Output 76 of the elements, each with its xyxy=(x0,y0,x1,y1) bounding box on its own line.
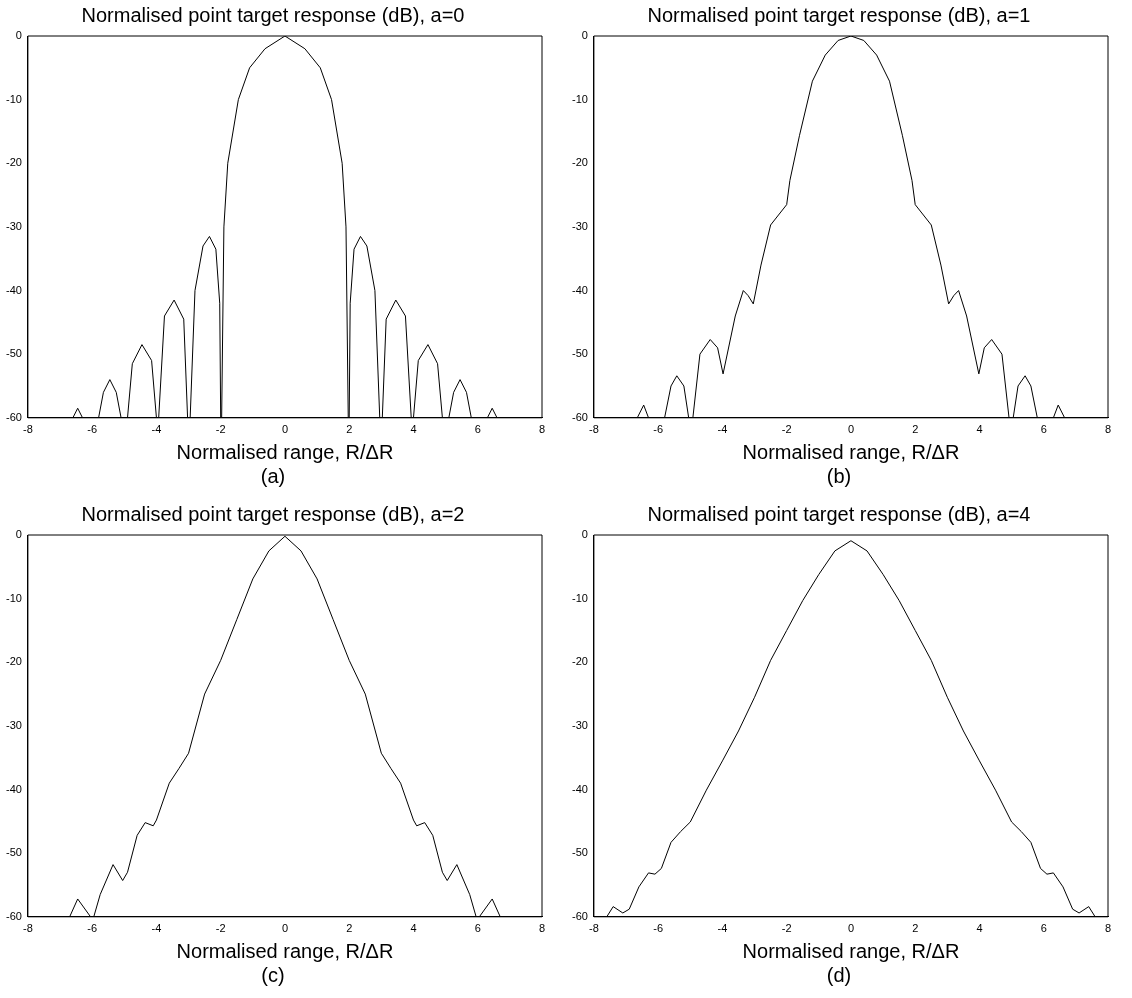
y-tick-label: -50 xyxy=(571,347,588,360)
y-tick-label: -10 xyxy=(5,591,22,604)
y-tick-label: 0 xyxy=(15,29,22,42)
x-tick-label: -8 xyxy=(589,922,599,935)
y-tick-label: -20 xyxy=(571,156,588,169)
text: (d) xyxy=(826,963,852,986)
x-tick-label: 8 xyxy=(1104,922,1112,935)
x-tick-label: -4 xyxy=(717,922,728,935)
x-tick-label: 8 xyxy=(538,922,546,935)
y-tick-label: -50 xyxy=(5,347,22,360)
y-tick-label: -30 xyxy=(5,718,22,731)
y-tick-label: -60 xyxy=(5,410,22,423)
x-axis-title: Normalised range, R/ΔR xyxy=(176,939,394,962)
y-tick-label: -40 xyxy=(5,283,22,296)
x-tick-label: -4 xyxy=(151,922,162,935)
y-tick-label: -30 xyxy=(5,219,22,232)
y-tick-label: -40 xyxy=(571,782,588,795)
x-tick-label: -6 xyxy=(653,423,664,436)
y-tick-label: -50 xyxy=(571,846,588,859)
x-tick-label: -6 xyxy=(87,922,98,935)
x-tick-label: 6 xyxy=(474,423,481,436)
x-axis-title: Normalised range, R/ΔR xyxy=(176,440,394,463)
y-tick-label: -60 xyxy=(571,909,588,922)
y-tick-label: -30 xyxy=(571,219,588,232)
x-tick-label: 6 xyxy=(474,922,481,935)
y-tick-label: -10 xyxy=(571,92,588,105)
x-tick-label: 6 xyxy=(1040,922,1047,935)
x-tick-label: -2 xyxy=(215,922,226,935)
x-tick-label: 4 xyxy=(976,922,983,935)
x-tick-label: -8 xyxy=(23,423,33,436)
x-tick-label: 2 xyxy=(912,423,919,436)
x-tick-label: 0 xyxy=(847,922,855,935)
x-tick-label: 4 xyxy=(976,423,983,436)
x-tick-label: -6 xyxy=(87,423,98,436)
x-tick-label: -2 xyxy=(781,922,792,935)
x-tick-label: 4 xyxy=(410,423,417,436)
y-tick-label: -20 xyxy=(5,655,22,668)
x-tick-label: 6 xyxy=(1040,423,1047,436)
x-tick-label: -2 xyxy=(781,423,792,436)
x-tick-label: 0 xyxy=(281,922,289,935)
y-tick-label: -20 xyxy=(5,156,22,169)
y-tick-label: 0 xyxy=(581,528,588,541)
chart-title: Normalised point target response (dB), a=2 xyxy=(81,502,465,525)
x-tick-label: -4 xyxy=(717,423,728,436)
y-tick-label: -60 xyxy=(571,410,588,423)
x-axis-title: Normalised range, R/ΔR xyxy=(742,440,960,463)
chart-title: Normalised point target response (dB), a=0 xyxy=(81,3,465,26)
y-tick-label: -50 xyxy=(5,846,22,859)
x-tick-label: -6 xyxy=(653,922,664,935)
x-tick-label: 2 xyxy=(912,922,919,935)
y-tick-label: -60 xyxy=(5,909,22,922)
y-tick-label: 0 xyxy=(581,29,588,42)
text: (c) xyxy=(261,963,285,986)
chart-title: Normalised point target response (dB), a=1 xyxy=(647,3,1031,26)
x-tick-label: -8 xyxy=(589,423,599,436)
x-tick-label: 2 xyxy=(346,922,353,935)
x-tick-label: 2 xyxy=(346,423,353,436)
x-tick-label: 0 xyxy=(847,423,855,436)
y-tick-label: -30 xyxy=(571,718,588,731)
x-tick-label: -4 xyxy=(151,423,162,436)
y-tick-label: -10 xyxy=(5,92,22,105)
y-tick-label: -40 xyxy=(571,283,588,296)
x-axis-title: Normalised range, R/ΔR xyxy=(742,939,960,962)
y-tick-label: -20 xyxy=(571,655,588,668)
y-tick-label: -10 xyxy=(571,591,588,604)
x-tick-label: 4 xyxy=(410,922,417,935)
x-tick-label: -2 xyxy=(215,423,226,436)
chart-title: Normalised point target response (dB), a=4 xyxy=(647,502,1031,525)
x-tick-label: 8 xyxy=(538,423,546,436)
x-tick-label: 0 xyxy=(281,423,289,436)
x-tick-label: 8 xyxy=(1104,423,1112,436)
y-tick-label: -40 xyxy=(5,782,22,795)
x-tick-label: -8 xyxy=(23,922,33,935)
text: (b) xyxy=(826,464,852,487)
text: (a) xyxy=(260,464,286,487)
y-tick-label: 0 xyxy=(15,528,22,541)
